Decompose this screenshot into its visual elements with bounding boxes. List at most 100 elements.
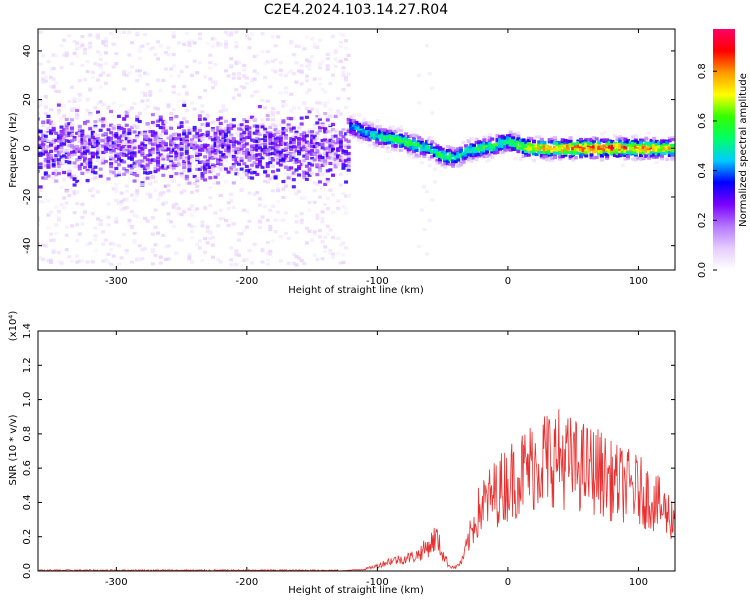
spectrogram-cell (320, 146, 325, 150)
spectrogram-cell (49, 258, 54, 262)
spectrogram-cell (161, 157, 166, 161)
spectrogram-cell (85, 169, 90, 173)
spectrogram-cell (331, 144, 336, 148)
spectrogram-cell (649, 141, 654, 145)
spectrogram-cell (38, 242, 40, 246)
spectrogram-cell (398, 125, 403, 129)
spectrogram-cell (109, 123, 114, 127)
spectrogram-cell (573, 151, 578, 155)
spectrogram-cell (310, 136, 315, 140)
spectrogram-cell (341, 260, 346, 265)
spectrogram-cell (122, 144, 127, 148)
spectrogram-cell (143, 167, 148, 171)
spectrogram-cell (49, 210, 54, 214)
spectrogram-cell (333, 154, 338, 158)
spectrogram-cell (171, 52, 176, 57)
spectrogram-cell (140, 153, 145, 157)
spectrogram-cell (492, 143, 497, 147)
spectrogram-cell (633, 143, 638, 147)
spectrogram-cell (281, 159, 286, 163)
spectrogram-cell (213, 164, 218, 168)
spectrogram-cell (612, 148, 617, 153)
spectrogram-cell (456, 147, 461, 151)
spectrogram-cell (268, 138, 273, 142)
spectrogram-cell (213, 82, 218, 87)
spectrogram-cell (654, 145, 659, 150)
spectrogram-cell (331, 235, 336, 240)
spectrogram-cell (124, 141, 129, 145)
spectrogram-cell (513, 141, 518, 145)
spectrogram-cell (72, 174, 77, 178)
spectrogram-cell (41, 152, 46, 156)
spectrogram-cell (537, 143, 542, 147)
spectrogram-cell (62, 142, 67, 146)
spectrogram-cell (252, 242, 257, 247)
spectrogram-cell (508, 148, 513, 152)
spectrogram-cell (64, 54, 69, 58)
spectrogram-cell (176, 144, 181, 148)
spectrogram-cell (323, 137, 328, 142)
spectrogram-cell (132, 151, 137, 155)
spectrogram-cell (187, 158, 192, 162)
spectrogram-cell (174, 114, 179, 119)
spectrogram-cell (43, 94, 48, 99)
spectrogram-cell (432, 145, 437, 149)
spectrogram-cell (59, 125, 64, 129)
spectrogram-cell (391, 133, 396, 138)
spectrogram-cell (239, 167, 244, 171)
spectrogram-cell (140, 164, 145, 168)
spectrogram-cell (299, 196, 304, 200)
spectrogram-cell (633, 151, 638, 155)
spectrogram-cell (310, 107, 315, 111)
spectrogram-cell (208, 77, 213, 81)
spectrogram-cell (169, 117, 174, 121)
spectrogram-cell (362, 117, 367, 121)
spectrogram-cell (281, 132, 286, 136)
spectrogram-cell (359, 133, 364, 137)
spectrogram-cell (341, 162, 346, 166)
spectrogram-cell (166, 165, 171, 169)
spectrogram-cell (550, 156, 555, 160)
spectrogram-cell (623, 151, 628, 155)
spectrogram-cell (265, 173, 270, 178)
spectrogram-cell (286, 71, 291, 75)
spectrogram-cell (315, 110, 320, 114)
spectrogram-cell (231, 96, 236, 100)
spectrogram-cell (119, 202, 124, 206)
spectrogram-cell (299, 218, 304, 222)
spectrogram-cell (511, 143, 516, 147)
spectrogram-cell (90, 151, 95, 155)
spectrogram-cell (122, 134, 127, 138)
spectrogram-cell (119, 159, 124, 163)
spectrogram-cell (284, 231, 289, 236)
spectrogram-cell (417, 73, 422, 78)
spectrogram-cell (654, 151, 659, 156)
spectrogram-cell (62, 104, 67, 108)
spectrogram-cell (289, 127, 294, 131)
spectrogram-cell (260, 138, 265, 142)
spectrogram-cell (592, 147, 597, 151)
spectrogram-cell (221, 216, 226, 220)
spectrogram-cell (77, 232, 82, 236)
spectrogram-cell (344, 180, 349, 184)
spectrogram-cell (594, 142, 599, 147)
spectrogram-cell (77, 167, 82, 171)
spectrogram-cell (129, 153, 134, 158)
spectrogram-cell (98, 113, 103, 117)
spectrogram-cell (492, 148, 497, 152)
spectrogram-cell (247, 219, 252, 223)
spectrogram-cell (82, 47, 87, 51)
spectrogram-cell (239, 123, 244, 127)
spectrogram-cell (659, 139, 664, 143)
spectrogram-cell (644, 137, 649, 141)
spectrogram-cell (294, 220, 299, 224)
snr-line (38, 409, 675, 571)
spectrogram-cell (477, 141, 482, 145)
spectrogram-ylabel: Frequency (Hz) (8, 112, 19, 188)
spectrogram-cell (628, 143, 633, 148)
spectrogram-cell (289, 152, 294, 157)
colorbar-label: Normalized spectral amplitude (738, 73, 749, 227)
spectrogram-cell (260, 248, 265, 253)
spectrogram-cell (190, 154, 195, 159)
spectrogram-cell (278, 123, 283, 127)
